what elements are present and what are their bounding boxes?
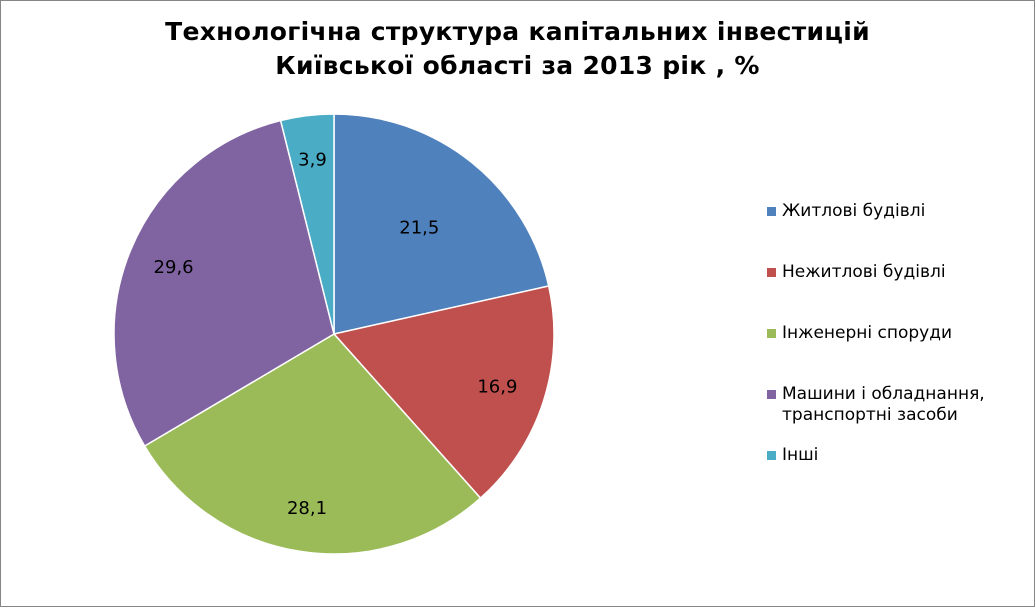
chart-title-line-1: Технологічна структура капітальних інвес… xyxy=(165,17,870,46)
legend-label: Нежитлові будівлі xyxy=(782,262,946,282)
chart-title: Технологічна структура капітальних інвес… xyxy=(1,15,1034,83)
pie-slice-engineering xyxy=(143,333,482,555)
legend-swatch-machinery xyxy=(767,390,776,399)
data-label-non-residential: 16,9 xyxy=(477,377,517,398)
data-label-residential: 21,5 xyxy=(399,218,439,239)
data-label-other: 3,9 xyxy=(298,149,327,170)
pie-slice-other xyxy=(279,113,335,335)
pie-slice-machinery xyxy=(113,119,335,448)
pie-slice-non-residential xyxy=(332,285,555,500)
data-label-machinery: 29,6 xyxy=(154,257,194,278)
pie-slices xyxy=(113,113,555,555)
legend-label: Житлові будівлі xyxy=(782,201,926,221)
data-label-engineering: 28,1 xyxy=(287,498,327,519)
pie-data-labels: 21,5 16,9 28,1 29,6 3,9 xyxy=(154,149,518,519)
legend-swatch-non-residential xyxy=(767,268,776,277)
pie-slice-residential xyxy=(333,113,550,335)
legend-swatch-engineering xyxy=(767,329,776,338)
legend-label: Інші xyxy=(782,445,819,465)
legend-label: Інженерні споруди xyxy=(782,323,953,343)
chart-title-line-2: Київської області за 2013 рік , % xyxy=(275,51,760,80)
legend-swatch-residential xyxy=(767,207,776,216)
legend-label: Машини і обладнання, транспортні засоби xyxy=(782,384,985,425)
legend-swatch-other xyxy=(767,451,776,460)
